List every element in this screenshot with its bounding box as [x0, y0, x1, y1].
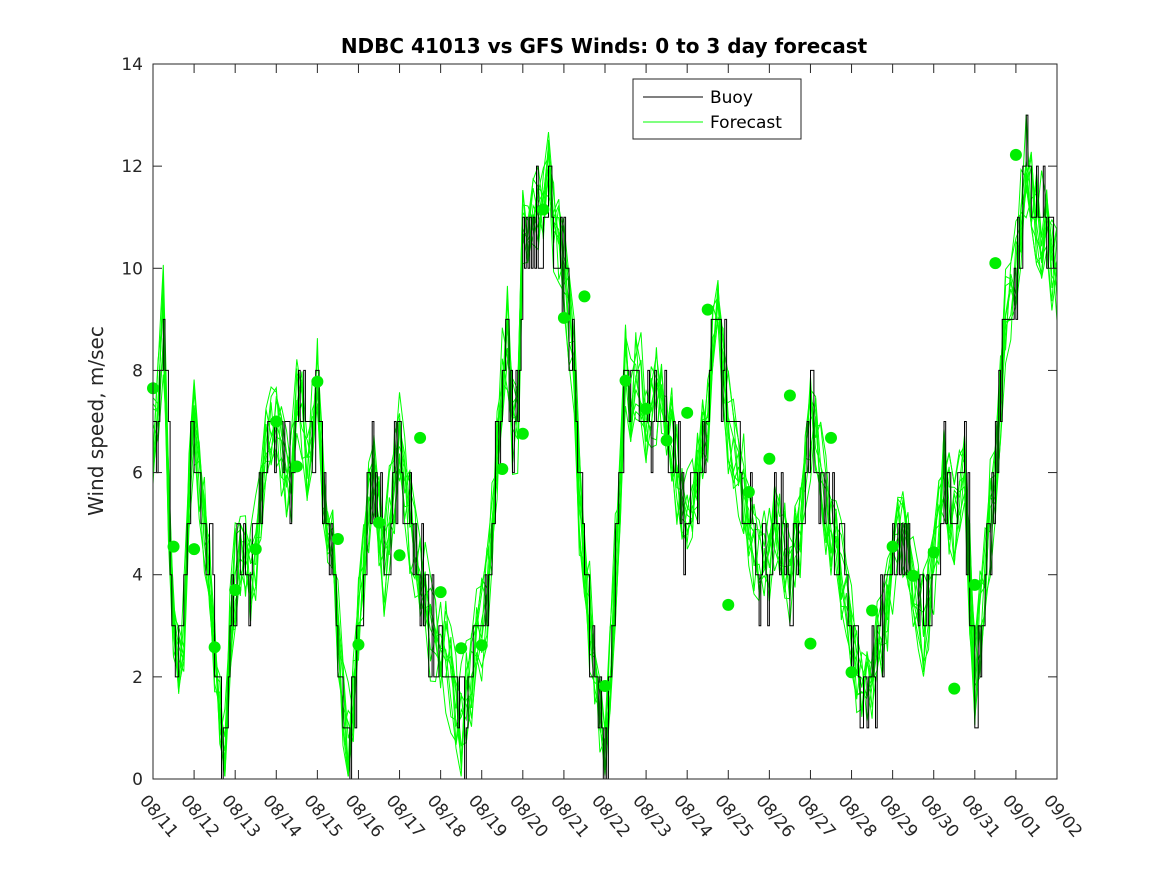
forecast-marker [414, 431, 427, 444]
forecast-marker [825, 431, 837, 444]
forecast-marker [845, 666, 858, 679]
forecast-marker [763, 452, 776, 465]
forecast-marker [783, 389, 796, 402]
forecast-marker [311, 375, 324, 388]
forecast-marker [681, 406, 694, 419]
forecast-marker [393, 549, 406, 562]
forecast-marker [619, 374, 632, 387]
forecast-marker [496, 462, 509, 475]
forecast-marker [660, 434, 673, 447]
forecast-marker [927, 546, 940, 559]
forecast-marker [722, 598, 735, 611]
forecast-marker [373, 516, 385, 529]
legend-box [632, 78, 802, 140]
forecast-marker [804, 637, 817, 650]
forecast-marker [331, 532, 344, 545]
y-tick-label: 0 [132, 770, 143, 790]
forecast-marker [455, 642, 468, 655]
forecast-marker [1009, 148, 1022, 161]
forecast-marker [270, 415, 283, 428]
y-tick-label: 4 [132, 566, 143, 586]
forecast-marker [886, 540, 899, 553]
forecast-marker [208, 641, 221, 654]
y-tick-label: 6 [132, 464, 143, 484]
forecast-marker [167, 540, 180, 553]
forecast-marker [948, 682, 961, 695]
y-tick-label: 2 [132, 668, 143, 688]
y-tick-label: 14 [121, 55, 143, 75]
y-tick-label: 10 [121, 259, 143, 279]
forecast-marker [599, 680, 611, 693]
legend-forecast-label: Forecast [710, 113, 782, 133]
forecast-marker [537, 203, 550, 216]
forecast-marker [968, 578, 981, 591]
forecast-marker [290, 460, 303, 473]
y-tick-label: 8 [132, 361, 143, 381]
forecast-marker [701, 303, 714, 316]
legend-buoy-label: Buoy [710, 88, 753, 108]
forecast-marker [434, 586, 447, 599]
forecast-marker [640, 402, 653, 415]
forecast-marker [989, 257, 1002, 270]
forecast-marker [249, 543, 262, 556]
forecast-marker [475, 639, 488, 652]
y-axis-label: Wind speed, m/sec [84, 326, 108, 516]
forecast-marker [516, 427, 529, 440]
forecast-marker [557, 311, 570, 324]
forecast-marker [352, 638, 365, 651]
forecast-marker [229, 584, 242, 597]
forecast-marker [742, 485, 755, 498]
forecast-marker [578, 290, 591, 303]
forecast-marker [188, 543, 201, 556]
forecast-marker [907, 569, 920, 582]
y-tick-label: 12 [121, 157, 143, 177]
legend: Buoy Forecast [632, 78, 802, 140]
buoy-series-line [153, 114, 1056, 779]
forecast-marker [866, 604, 879, 617]
chart-title: NDBC 41013 vs GFS Winds: 0 to 3 day fore… [341, 34, 868, 58]
